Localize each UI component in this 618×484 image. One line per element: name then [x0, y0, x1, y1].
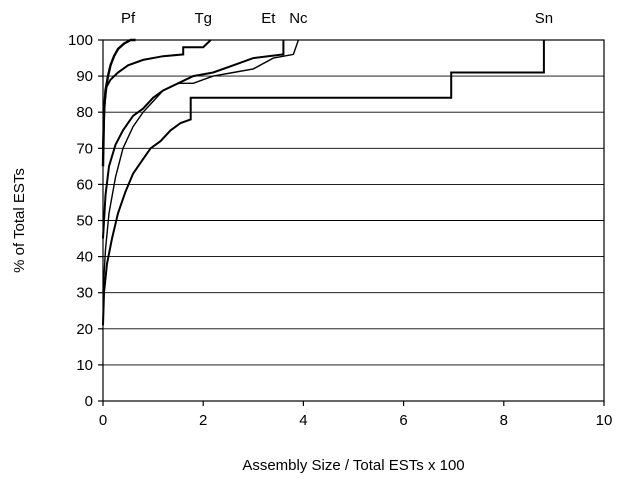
x-tick-label: 2 — [199, 412, 207, 429]
x-tick-label: 0 — [99, 412, 107, 429]
y-axis-title: % of Total ESTs — [11, 168, 28, 273]
series-labels: Pf Tg Et Nc Sn — [121, 10, 553, 27]
series-line-sn — [102, 40, 545, 326]
plot-frame — [102, 39, 605, 402]
y-tick-labels: 0 10 20 30 40 50 60 70 80 90 100 — [68, 32, 93, 410]
y-tick-label: 10 — [76, 357, 93, 374]
series-line-et — [102, 40, 285, 239]
x-tick-label: 6 — [399, 412, 407, 429]
y-tick-label: 100 — [68, 32, 93, 49]
y-tick-label: 70 — [76, 140, 93, 157]
y-tick-label: 30 — [76, 285, 93, 302]
x-axis-title: Assembly Size / Total ESTs x 100 — [242, 457, 464, 474]
series-label-nc: Nc — [289, 10, 308, 27]
series-label-sn: Sn — [535, 10, 553, 27]
y-tick-label: 50 — [76, 213, 93, 230]
y-tick-label: 90 — [76, 68, 93, 85]
y-tick-label: 60 — [76, 176, 93, 193]
series-line-tg — [102, 39, 212, 149]
x-tick-label: 8 — [500, 412, 508, 429]
y-tick-label: 80 — [76, 104, 93, 121]
series-label-et: Et — [261, 10, 276, 27]
x-tick-label: 10 — [596, 412, 613, 429]
y-tick-label: 20 — [76, 321, 93, 338]
x-tick-labels: 0 2 4 6 8 10 — [99, 412, 613, 429]
series-lines — [101, 38, 545, 326]
series-line-pf — [101, 38, 136, 167]
series-label-tg: Tg — [194, 10, 212, 27]
y-tick-label: 0 — [85, 393, 93, 410]
grid-lines — [98, 39, 605, 406]
y-tick-label: 40 — [76, 249, 93, 266]
series-label-pf: Pf — [121, 10, 136, 27]
series-line-nc — [102, 39, 300, 293]
x-tick-label: 4 — [299, 412, 307, 429]
